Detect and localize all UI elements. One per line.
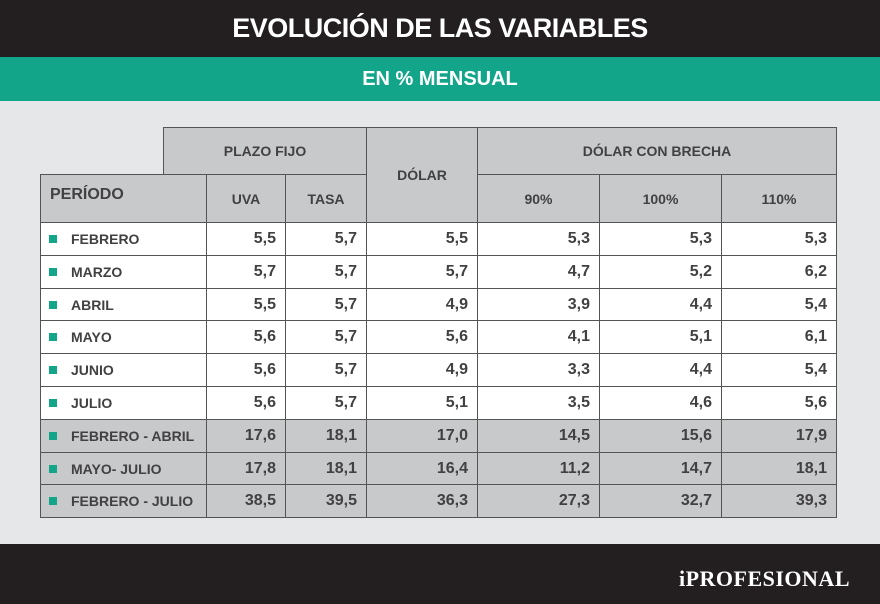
row-label: FEBRERO - ABRIL [40, 419, 207, 453]
header-group-plazo-fijo: PLAZO FIJO [163, 127, 367, 175]
header-periodo: PERÍODO [40, 174, 207, 223]
column-header-tasa: TASA [285, 174, 367, 223]
table-cell-value: 5,7 [285, 255, 367, 289]
bullet-marker [49, 366, 57, 374]
table-cell-value: 18,1 [721, 452, 837, 485]
table-cell-value: 5,1 [599, 320, 722, 354]
bullet-marker [49, 268, 57, 276]
table-cell-value: 4,6 [599, 386, 722, 420]
table-cell-value: 3,3 [477, 353, 600, 387]
column-header-110pct: 110% [721, 174, 837, 223]
table-cell-value: 15,6 [599, 419, 722, 453]
table-cell-value: 5,4 [721, 353, 837, 387]
row-label: MAYO [40, 320, 207, 354]
row-label-text: FEBRERO - JULIO [71, 493, 194, 509]
bullet-marker [49, 432, 57, 440]
header-dolar: DÓLAR [366, 127, 478, 223]
table-cell-value: 4,4 [599, 288, 722, 321]
table-cell-value: 39,3 [721, 484, 837, 518]
table-cell-value: 18,1 [285, 452, 367, 485]
table-cell-value: 36,3 [366, 484, 478, 518]
table-cell-value: 5,5 [206, 288, 286, 321]
column-header-100pct: 100% [599, 174, 722, 223]
row-label-text: FEBRERO - ABRIL [71, 428, 195, 444]
table-cell-value: 38,5 [206, 484, 286, 518]
row-label: JULIO [40, 386, 207, 420]
row-label: JUNIO [40, 353, 207, 387]
table-cell-value: 5,7 [285, 222, 367, 256]
row-label-text: ABRIL [71, 296, 114, 313]
table-cell-value: 27,3 [477, 484, 600, 518]
table-cell-value: 5,6 [366, 320, 478, 354]
table-cell-value: 5,3 [477, 222, 600, 256]
bullet-marker [49, 497, 57, 505]
table-cell-value: 5,6 [721, 386, 837, 420]
table-cell-value: 11,2 [477, 452, 600, 485]
column-header-uva: UVA [206, 174, 286, 223]
header-group-dolar-con-brecha: DÓLAR CON BRECHA [477, 127, 837, 175]
table-cell-value: 4,9 [366, 288, 478, 321]
table-cell-value: 5,7 [285, 320, 367, 354]
table-cell-value: 14,7 [599, 452, 722, 485]
table-cell-value: 5,1 [366, 386, 478, 420]
table-cell-value: 5,7 [285, 288, 367, 321]
column-header-90pct: 90% [477, 174, 600, 223]
table-cell-value: 5,7 [285, 386, 367, 420]
row-label: MAYO- JULIO [40, 452, 207, 485]
row-label: ABRIL [40, 288, 207, 321]
table-cell-value: 16,4 [366, 452, 478, 485]
table-cell-value: 3,5 [477, 386, 600, 420]
table-cell-value: 6,2 [721, 255, 837, 289]
table-cell-value: 5,3 [599, 222, 722, 256]
table-cell-value: 18,1 [285, 419, 367, 453]
table-cell-value: 4,4 [599, 353, 722, 387]
table-cell-value: 5,2 [599, 255, 722, 289]
table-cell-value: 17,6 [206, 419, 286, 453]
table-cell-value: 32,7 [599, 484, 722, 518]
row-label-text: JUNIO [71, 362, 114, 378]
row-label-text: JULIO [71, 395, 113, 411]
bullet-marker [49, 464, 57, 473]
bullet-marker [49, 333, 57, 341]
row-label-text: MAYO- JULIO [71, 460, 162, 477]
table-cell-value: 5,5 [206, 222, 286, 256]
bullet-marker [49, 300, 57, 309]
table-cell-value: 5,7 [206, 255, 286, 289]
table-cell-value: 5,6 [206, 353, 286, 387]
footer-bar: iPROFESIONAL [0, 544, 880, 604]
table-cell-value: 4,9 [366, 353, 478, 387]
table-cell-value: 5,7 [366, 255, 478, 289]
table-cell-value: 14,5 [477, 419, 600, 453]
table-cell-value: 4,1 [477, 320, 600, 354]
table-cell-value: 5,5 [366, 222, 478, 256]
page-title: EVOLUCIÓN DE LAS VARIABLES [0, 0, 880, 57]
table-cell-value: 17,0 [366, 419, 478, 453]
table-cell-value: 6,1 [721, 320, 837, 354]
table-cell-value: 4,7 [477, 255, 600, 289]
bullet-marker [49, 399, 57, 407]
table-cell-value: 5,4 [721, 288, 837, 321]
row-label-text: FEBRERO [71, 231, 140, 247]
bullet-marker [49, 235, 57, 243]
table-cell-value: 5,6 [206, 320, 286, 354]
row-label: MARZO [40, 255, 207, 289]
table-cell-value: 17,8 [206, 452, 286, 485]
table-cell-value: 17,9 [721, 419, 837, 453]
row-label-text: MARZO [71, 264, 123, 280]
brand-logo: iPROFESIONAL [678, 566, 850, 591]
row-label: FEBRERO - JULIO [40, 484, 207, 518]
table-cell-value: 5,7 [285, 353, 367, 387]
table-cell-value: 5,3 [721, 222, 837, 256]
page-subtitle: EN % MENSUAL [0, 57, 880, 101]
table-cell-value: 3,9 [477, 288, 600, 321]
row-label: FEBRERO [40, 222, 207, 256]
table-cell-value: 39,5 [285, 484, 367, 518]
table-cell-value: 5,6 [206, 386, 286, 420]
row-label-text: MAYO [71, 329, 112, 345]
